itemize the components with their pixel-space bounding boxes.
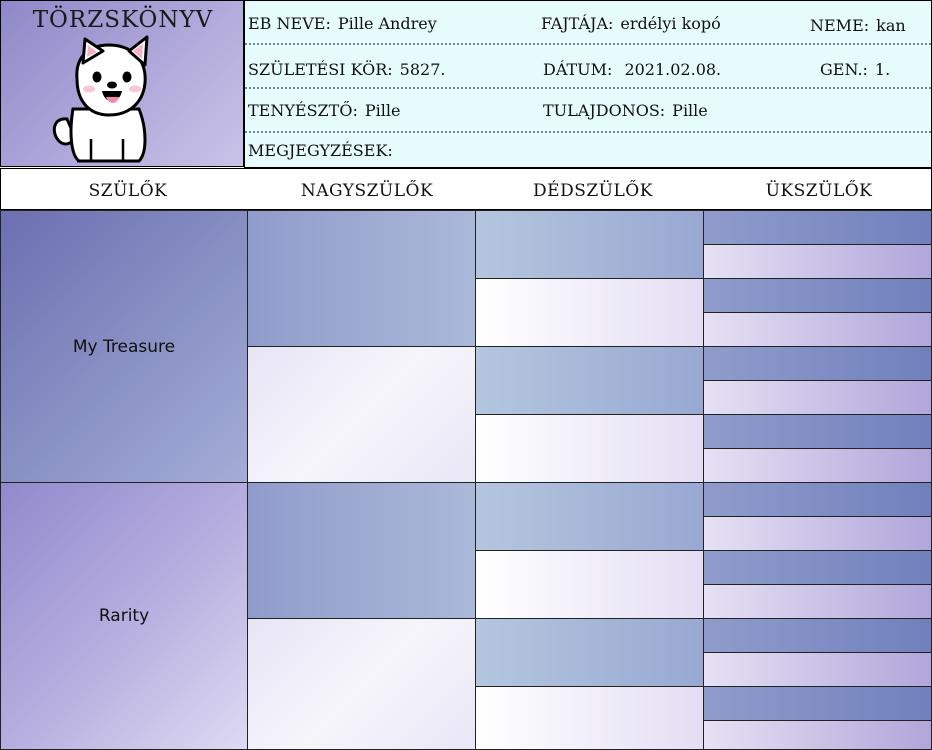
info-row-people: TENYÉSZTŐ: Pille TULAJDONOS: Pille bbox=[245, 89, 931, 133]
sex-value: kan bbox=[876, 16, 906, 35]
breeder-field: TENYÉSZTŐ: Pille bbox=[248, 101, 400, 120]
white-puppy-icon bbox=[52, 35, 149, 163]
great-great-grandparent-12[interactable] bbox=[703, 584, 932, 619]
great-great-grandparent-8[interactable] bbox=[703, 448, 932, 483]
gen-value: 1. bbox=[874, 60, 891, 79]
grandparent-1[interactable] bbox=[247, 210, 476, 347]
great-great-grandparent-2[interactable] bbox=[703, 244, 932, 279]
dog-name-field: EB NEVE: Pille Andrey bbox=[248, 14, 437, 33]
grandparent-3[interactable] bbox=[247, 482, 476, 619]
great-great-grandparent-4[interactable] bbox=[703, 312, 932, 347]
parent-name: My Treasure bbox=[72, 336, 176, 357]
date-label: DÁTUM: bbox=[543, 60, 613, 79]
gen-label: GEN.: bbox=[820, 60, 868, 79]
great-great-grandparent-16[interactable] bbox=[703, 720, 932, 750]
great-great-grandparent-7[interactable] bbox=[703, 414, 932, 449]
great-grandparent-5[interactable] bbox=[475, 482, 704, 551]
great-great-grandparent-6[interactable] bbox=[703, 380, 932, 415]
dog-info-panel: EB NEVE: Pille Andrey FAJTÁJA: erdélyi kop… bbox=[244, 0, 932, 168]
great-great-grandparent-15[interactable] bbox=[703, 686, 932, 721]
grandparent-4[interactable] bbox=[247, 618, 476, 750]
birth-id-label: SZÜLETÉSI KÖR: bbox=[248, 60, 393, 79]
great-grandparent-8[interactable] bbox=[475, 686, 704, 750]
great-great-grandparent-13[interactable] bbox=[703, 618, 932, 653]
date-value: 2021.02.08. bbox=[624, 60, 722, 79]
great-great-grandparent-3[interactable] bbox=[703, 278, 932, 313]
dog-name-label: EB NEVE: bbox=[248, 14, 331, 33]
date-field: DÁTUM: 2021.02.08. bbox=[543, 60, 721, 79]
great-grandparent-1[interactable] bbox=[475, 210, 704, 279]
breed-field: FAJTÁJA: erdélyi kopó bbox=[541, 14, 721, 33]
great-grandparent-3[interactable] bbox=[475, 346, 704, 415]
birth-id-value: 5827. bbox=[399, 60, 446, 79]
gen-field: GEN.: 1. bbox=[820, 60, 890, 79]
notes-label: MEGJEGYZÉSEK: bbox=[248, 141, 393, 160]
great-great-grandparent-5[interactable] bbox=[703, 346, 932, 381]
owner-field: TULAJDONOS: Pille bbox=[543, 101, 708, 120]
breeder-value: Pille bbox=[364, 101, 401, 120]
parent-sire[interactable]: My Treasure bbox=[0, 210, 248, 483]
parent-dam[interactable]: Rarity bbox=[0, 482, 248, 750]
sex-field: NEME: kan bbox=[810, 16, 906, 35]
great-great-grandparent-9[interactable] bbox=[703, 482, 932, 517]
great-great-grandparent-10[interactable] bbox=[703, 516, 932, 551]
great-grandparent-6[interactable] bbox=[475, 550, 704, 619]
info-row-notes: MEGJEGYZÉSEK: bbox=[245, 133, 931, 175]
info-row-name: EB NEVE: Pille Andrey FAJTÁJA: erdélyi kop… bbox=[245, 1, 931, 45]
great-great-grandparent-1[interactable] bbox=[703, 210, 932, 245]
owner-label: TULAJDONOS: bbox=[543, 101, 666, 120]
breed-value: erdélyi kopó bbox=[620, 14, 721, 33]
great-grandparent-2[interactable] bbox=[475, 278, 704, 347]
parent-name: Rarity bbox=[98, 606, 150, 626]
column-parents: SZÜLŐK bbox=[88, 181, 168, 201]
breed-label: FAJTÁJA: bbox=[541, 14, 614, 33]
logo-title: TÖRZSKÖNYV bbox=[32, 7, 214, 33]
great-grandparent-7[interactable] bbox=[475, 618, 704, 687]
generation-header: SZÜLŐK NAGYSZÜLŐK DÉDSZÜLŐK ÜKSZÜLŐK bbox=[0, 168, 932, 210]
notes-field: MEGJEGYZÉSEK: bbox=[248, 141, 400, 160]
great-great-grandparent-14[interactable] bbox=[703, 652, 932, 687]
great-great-grandparent-11[interactable] bbox=[703, 550, 932, 585]
info-row-birth: SZÜLETÉSI KÖR: 5827. DÁTUM: 2021.02.08. GE… bbox=[245, 45, 931, 89]
sex-label: NEME: bbox=[810, 16, 870, 35]
column-great-grandparents: DÉDSZÜLŐK bbox=[533, 181, 653, 201]
logo-panel: TÖRZSKÖNYV bbox=[0, 0, 244, 167]
owner-value: Pille bbox=[672, 101, 708, 120]
dog-name-value: Pille Andrey bbox=[337, 14, 437, 33]
column-grandparents: NAGYSZÜLŐK bbox=[300, 181, 434, 201]
grandparent-2[interactable] bbox=[247, 346, 476, 483]
great-grandparent-4[interactable] bbox=[475, 414, 704, 483]
birth-id-field: SZÜLETÉSI KÖR: 5827. bbox=[248, 60, 445, 79]
column-great-great-grandparents: ÜKSZÜLŐK bbox=[765, 181, 873, 201]
breeder-label: TENYÉSZTŐ: bbox=[248, 101, 358, 120]
